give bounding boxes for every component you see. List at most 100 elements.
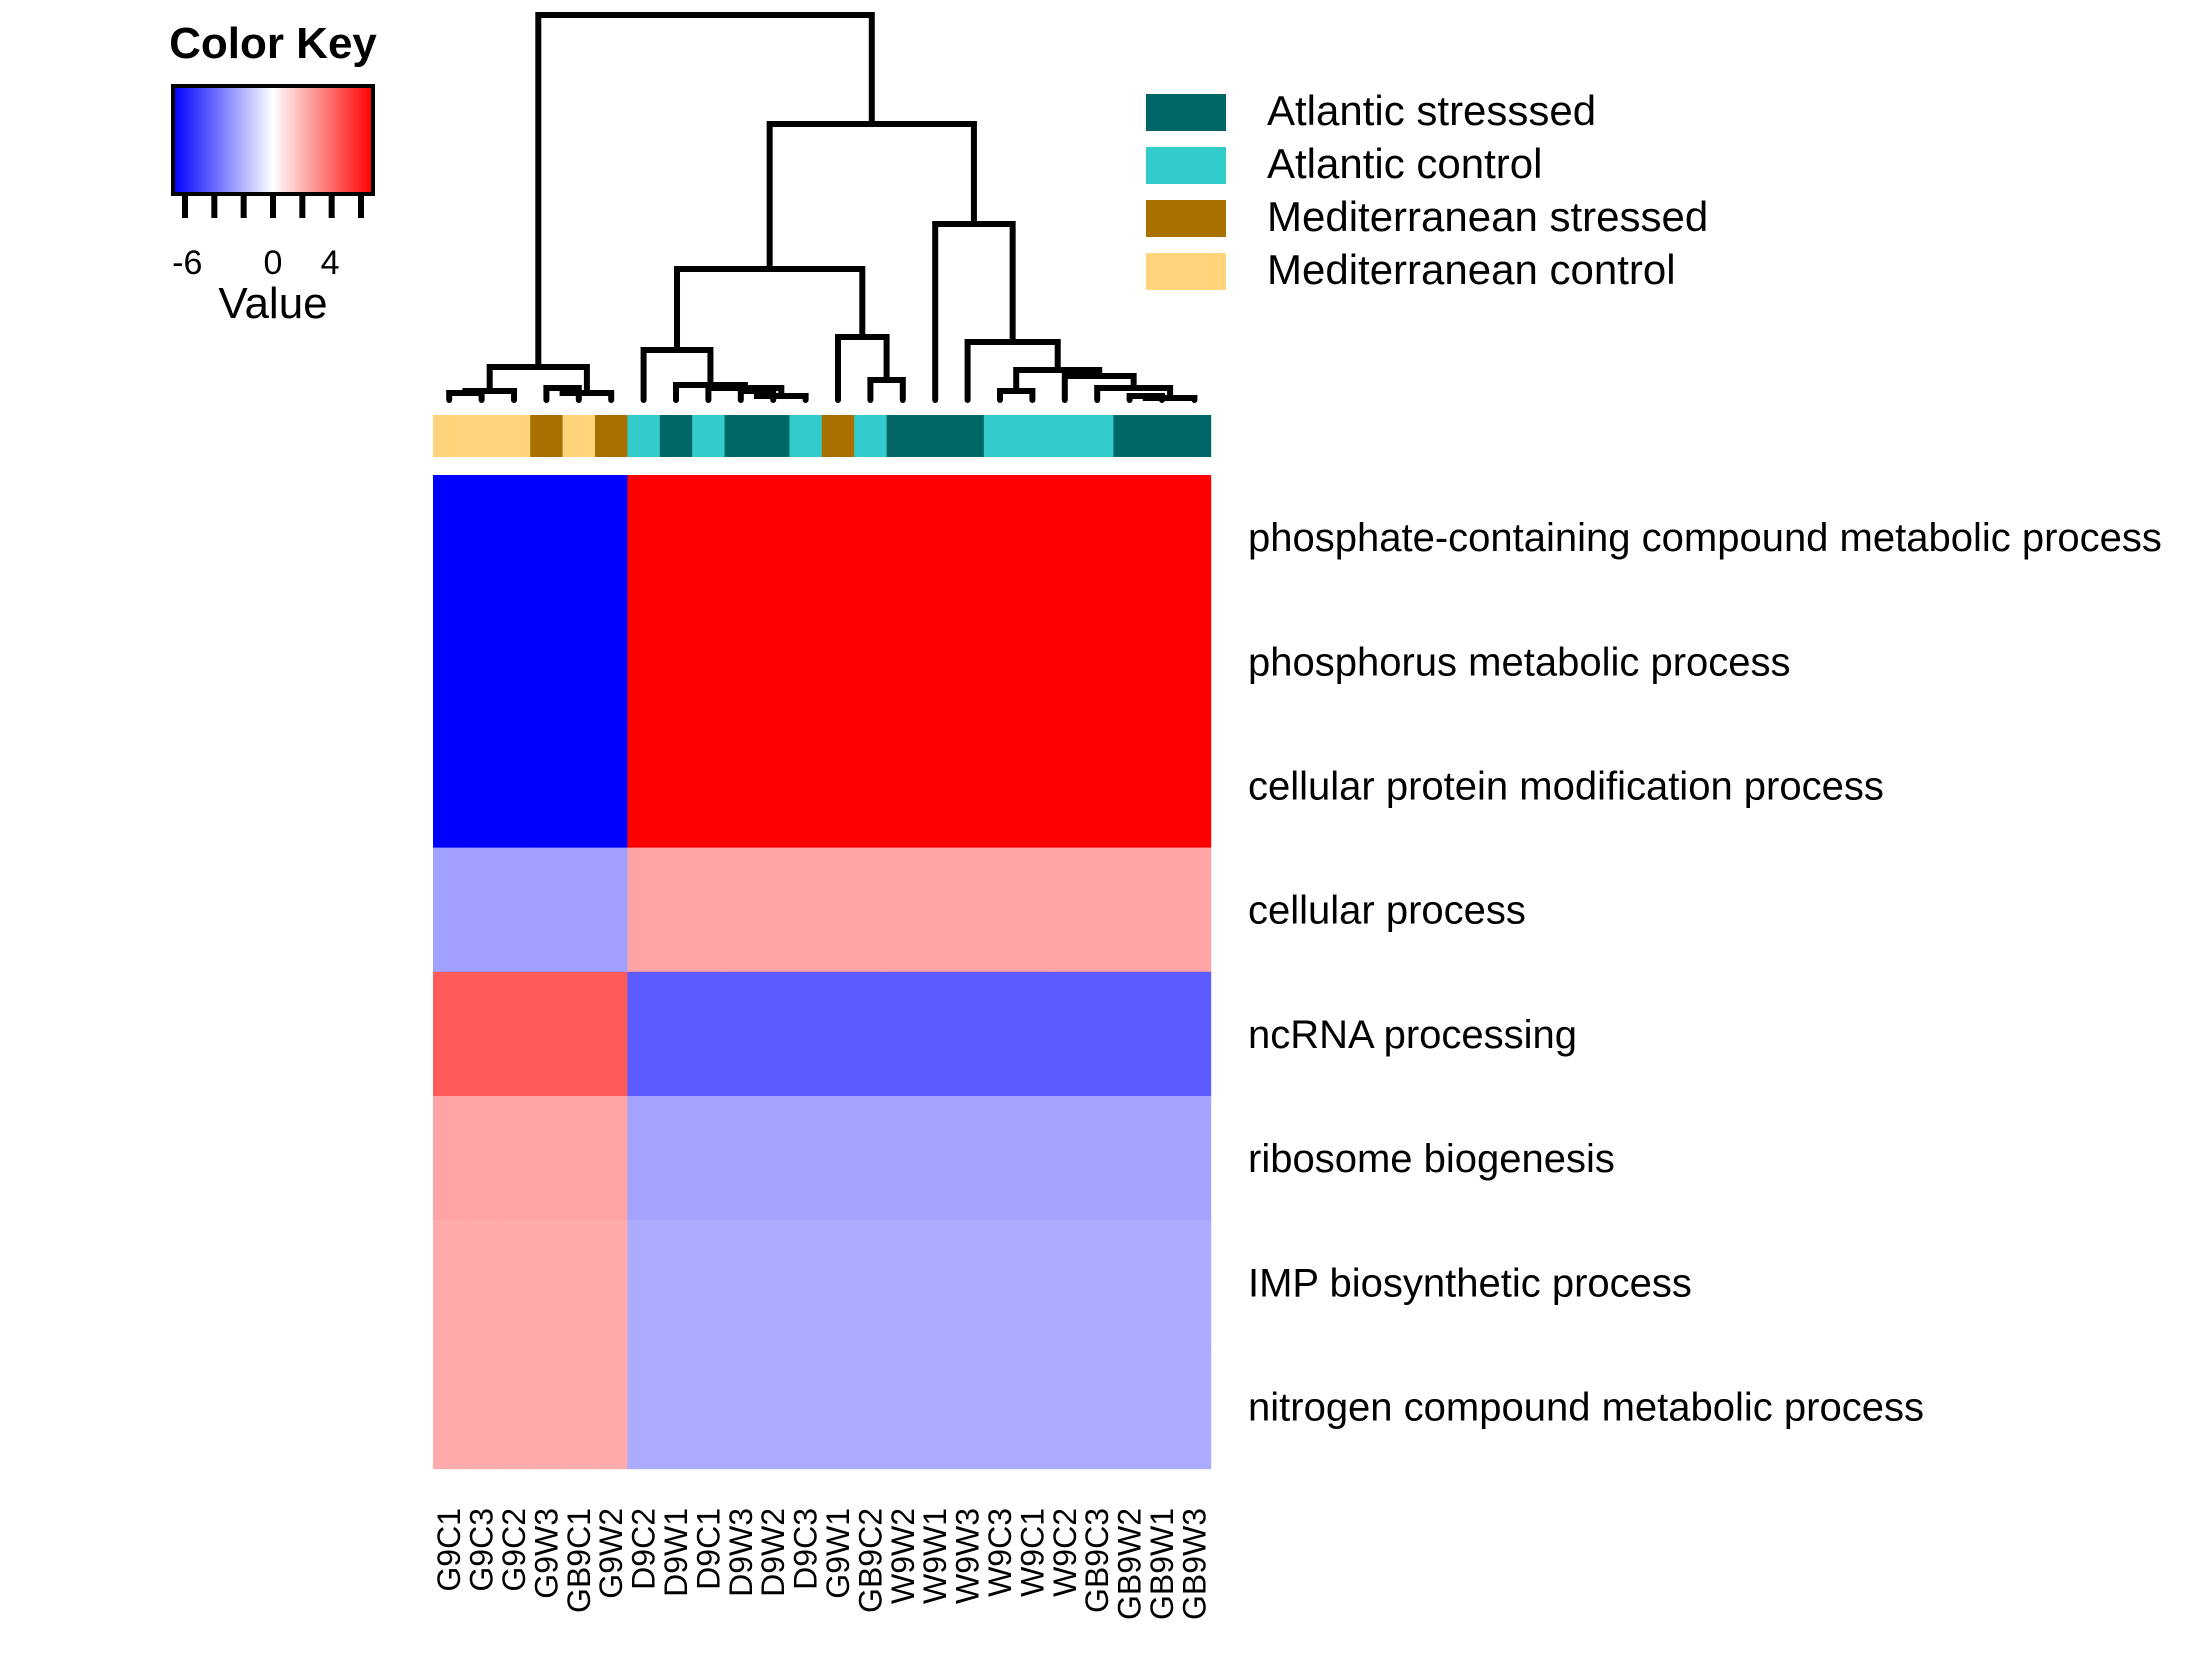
heatmap-cell bbox=[983, 723, 1017, 849]
heatmap-cell bbox=[919, 1220, 952, 1345]
heatmap-cell bbox=[757, 847, 790, 973]
heatmap-cell bbox=[951, 971, 985, 1097]
row-label: phosphorus metabolic process bbox=[1248, 640, 1791, 684]
heatmap-cell bbox=[692, 475, 726, 600]
heatmap-cell bbox=[919, 847, 952, 973]
heatmap-cell bbox=[951, 599, 985, 724]
heatmap-cell bbox=[1081, 1220, 1114, 1345]
group-color-cell bbox=[465, 415, 499, 457]
heatmap-cell bbox=[983, 475, 1017, 600]
column-label: GB9C2 bbox=[852, 1508, 888, 1613]
heatmap-cell bbox=[692, 1096, 726, 1221]
heatmap-cell bbox=[497, 475, 531, 600]
group-color-cell bbox=[497, 415, 531, 457]
heatmap-cell bbox=[530, 1096, 564, 1221]
heatmap-cell bbox=[595, 1220, 628, 1345]
heatmap-cell bbox=[627, 1096, 661, 1221]
heatmap-cell bbox=[530, 723, 564, 849]
heatmap-cell bbox=[659, 599, 693, 724]
heatmap-cell bbox=[1016, 847, 1050, 973]
legend-label: Atlantic stresssed bbox=[1267, 87, 1596, 134]
heatmap-cell bbox=[724, 1344, 758, 1470]
heatmap-cell bbox=[692, 723, 726, 849]
color-key-ticks bbox=[182, 196, 364, 218]
heatmap-cell bbox=[1113, 1096, 1147, 1221]
heatmap-cell bbox=[1145, 475, 1179, 600]
heatmap-cell bbox=[692, 847, 726, 973]
heatmap-cell bbox=[433, 723, 466, 849]
heatmap-cell bbox=[465, 1096, 499, 1221]
heatmap-cell bbox=[724, 723, 758, 849]
heatmap-cell bbox=[854, 1220, 888, 1345]
color-key-tick-label: -6 bbox=[172, 244, 202, 282]
heatmap-cell bbox=[659, 971, 693, 1097]
group-color-cell bbox=[757, 415, 790, 457]
heatmap-cell bbox=[627, 847, 661, 973]
heatmap-cell bbox=[595, 971, 628, 1097]
heatmap-cell bbox=[530, 1220, 564, 1345]
heatmap-cell bbox=[724, 971, 758, 1097]
column-label: D9W3 bbox=[723, 1508, 759, 1597]
heatmap-cell bbox=[724, 599, 758, 724]
group-color-cell bbox=[1048, 415, 1082, 457]
heatmap-cell bbox=[983, 1344, 1017, 1470]
heatmap-cell bbox=[951, 1096, 985, 1221]
heatmap-cell bbox=[1048, 1096, 1082, 1221]
heatmap-cell bbox=[465, 1220, 499, 1345]
heatmap-cell bbox=[562, 599, 596, 724]
heatmap-cell bbox=[1016, 971, 1050, 1097]
heatmap-cell bbox=[757, 1096, 790, 1221]
heatmap-cell bbox=[1145, 599, 1179, 724]
group-color-cell bbox=[595, 415, 628, 457]
heatmap-cell bbox=[854, 1096, 888, 1221]
heatmap-cell bbox=[433, 847, 466, 973]
heatmap-cell bbox=[465, 475, 499, 600]
heatmap-cell bbox=[757, 599, 790, 724]
heatmap-cell bbox=[789, 723, 823, 849]
heatmap-cell bbox=[1178, 1344, 1212, 1470]
column-label: D9W2 bbox=[755, 1508, 791, 1597]
column-label: D9C3 bbox=[788, 1508, 824, 1590]
heatmap-cell bbox=[1081, 1344, 1114, 1470]
heatmap-cell bbox=[1016, 723, 1050, 849]
color-key-tick-labels: -6 0 4 bbox=[172, 244, 339, 282]
heatmap-cell bbox=[627, 599, 661, 724]
heatmap-cell bbox=[465, 723, 499, 849]
heatmap-cell bbox=[951, 1344, 985, 1470]
heatmap-cell bbox=[562, 847, 596, 973]
heatmap-cell bbox=[951, 475, 985, 600]
heatmap-cell bbox=[530, 1344, 564, 1470]
heatmap-cell bbox=[627, 971, 661, 1097]
heatmap-cell bbox=[433, 1096, 466, 1221]
heatmap-cell bbox=[595, 1096, 628, 1221]
group-color-cell bbox=[692, 415, 726, 457]
group-color-cell bbox=[1081, 415, 1114, 457]
heatmap-cell bbox=[919, 723, 952, 849]
heatmap-cell bbox=[854, 847, 888, 973]
heatmap-cell bbox=[627, 475, 661, 600]
group-color-cell bbox=[659, 415, 693, 457]
heatmap-cell bbox=[1145, 1096, 1179, 1221]
column-label: G9C3 bbox=[464, 1508, 500, 1592]
row-label: ncRNA processing bbox=[1248, 1013, 1577, 1057]
heatmap-cell bbox=[1048, 971, 1082, 1097]
row-label: phosphate-containing compound metabolic … bbox=[1248, 516, 2162, 560]
column-label: W9W3 bbox=[950, 1508, 986, 1604]
column-label: D9C2 bbox=[626, 1508, 662, 1590]
heatmap-cell bbox=[1048, 847, 1082, 973]
heatmap-cell bbox=[627, 723, 661, 849]
heatmap-cell bbox=[692, 599, 726, 724]
heatmap-cell bbox=[497, 971, 531, 1097]
heatmap-cell bbox=[1178, 971, 1212, 1097]
heatmap-cell bbox=[1081, 847, 1114, 973]
column-label: W9W2 bbox=[885, 1508, 921, 1604]
heatmap-cell bbox=[1113, 1220, 1147, 1345]
column-label: GB9W1 bbox=[1144, 1508, 1180, 1620]
heatmap-cell bbox=[659, 1220, 693, 1345]
heatmap-cell bbox=[983, 847, 1017, 973]
legend-label: Atlantic control bbox=[1267, 140, 1542, 187]
heatmap-cell bbox=[821, 723, 855, 849]
heatmap-cell bbox=[886, 847, 920, 973]
heatmap-cell bbox=[530, 475, 564, 600]
color-key-gradient bbox=[171, 84, 375, 196]
